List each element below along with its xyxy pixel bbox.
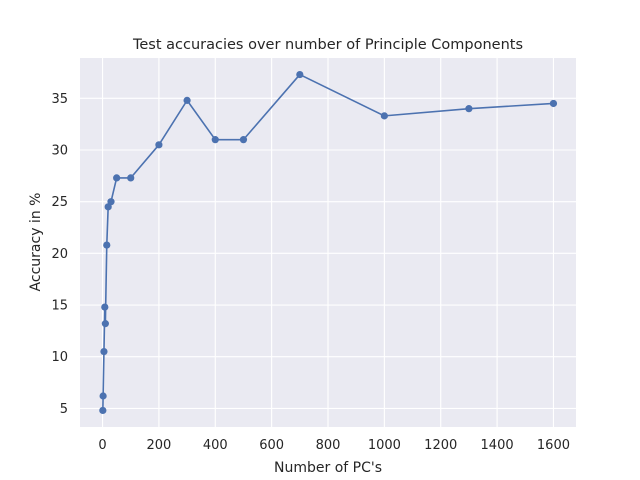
data-point: [100, 347, 108, 356]
y-tick-label: 20: [51, 247, 68, 262]
x-axis-label: Number of PC's: [274, 460, 382, 476]
x-tick-label: 0: [98, 438, 106, 453]
x-tick-label: 200: [146, 438, 171, 453]
y-tick-label: 30: [51, 143, 68, 158]
data-point: [101, 303, 109, 311]
series-layer: [99, 70, 558, 415]
data-point: [99, 392, 107, 400]
data-point: [211, 136, 219, 144]
data-point: [99, 406, 107, 415]
y-tick-label: 5: [60, 402, 68, 417]
data-point: [239, 136, 248, 144]
y-tick-label: 15: [51, 299, 68, 314]
data-point: [101, 320, 109, 328]
y-tick-label: 25: [51, 195, 68, 210]
x-tick-label: 1200: [424, 438, 457, 453]
data-point: [127, 174, 135, 182]
y-tick-label: 35: [51, 92, 68, 107]
data-point: [183, 96, 191, 104]
data-point: [549, 99, 558, 108]
x-tick-labels: 0 200 400 600 800 1000 1200 1400 1600: [98, 438, 570, 453]
data-point: [380, 112, 388, 120]
x-tick-label: 1400: [481, 438, 514, 453]
y-tick-labels: 5 10 15 20 25 30 35: [51, 92, 68, 417]
x-tick-label: 1000: [368, 438, 401, 453]
x-tick-label: 400: [203, 438, 228, 453]
data-point: [107, 198, 115, 206]
grid-lines: [80, 58, 576, 427]
series-line: [102, 73, 554, 411]
data-point: [155, 141, 163, 149]
data-point: [113, 174, 121, 182]
x-tick-label: 1600: [537, 438, 570, 453]
y-tick-label: 10: [51, 350, 68, 365]
data-point: [465, 105, 473, 113]
x-tick-label: 800: [316, 438, 341, 453]
y-axis-label: Accuracy in %: [28, 193, 44, 292]
data-point: [103, 241, 111, 249]
chart-title: Test accuracies over number of Principle…: [132, 37, 523, 53]
x-tick-label: 600: [259, 438, 284, 453]
data-point: [296, 70, 304, 79]
